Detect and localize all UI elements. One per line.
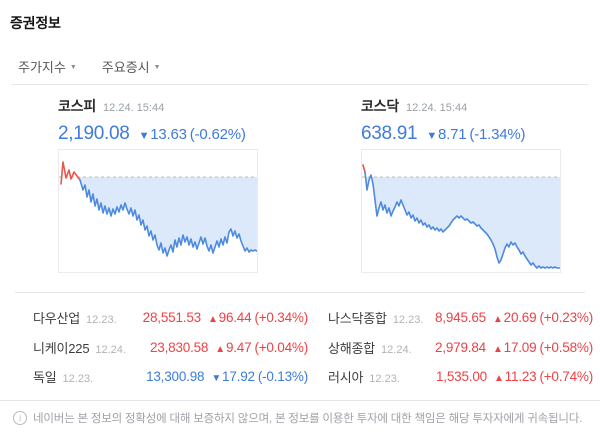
index-value: 13,300.98 bbox=[146, 369, 205, 385]
index-change: ▼13.63 (-0.62%) bbox=[139, 126, 246, 143]
row-nasdaq-composite[interactable]: 나스닥종합 12.23. 8,945.65 ▲20.69 (+0.23%) bbox=[328, 303, 593, 333]
index-name[interactable]: 코스닥 bbox=[361, 98, 400, 114]
index-quote: 8,945.65 ▲20.69 (+0.23%) bbox=[435, 310, 593, 325]
kospi-sparkline-chart[interactable] bbox=[58, 149, 258, 273]
index-value: 2,190.08 bbox=[58, 123, 130, 144]
index-date: 12.23. bbox=[369, 373, 400, 386]
index-name: 독일 bbox=[33, 370, 57, 386]
index-date: 12.23. bbox=[62, 373, 94, 386]
change-percent: (+0.58%) bbox=[539, 339, 593, 355]
change-amount: 17.92 bbox=[222, 369, 255, 385]
up-arrow-icon: ▲ bbox=[493, 373, 504, 385]
down-arrow-icon: ▼ bbox=[426, 130, 438, 142]
change-amount: 11.23 bbox=[504, 369, 537, 385]
change-amount: 17.09 bbox=[503, 339, 537, 355]
index-quote: 1,535.00 ▲11.23 (+0.74%) bbox=[436, 369, 593, 384]
index-date: 12.23. bbox=[86, 314, 117, 327]
index-value: 23,830.58 bbox=[149, 339, 209, 355]
index-change: ▼8.71 (-1.34%) bbox=[426, 126, 525, 143]
change-amount: 20.69 bbox=[503, 310, 537, 326]
change-percent: (+0.74%) bbox=[539, 369, 593, 385]
change-amount: 9.47 bbox=[225, 339, 252, 355]
index-name: 나스닥종합 bbox=[328, 311, 387, 327]
index-label: 니케이225 12.24. bbox=[33, 338, 126, 357]
change-amount: 96.44 bbox=[218, 310, 252, 326]
footer-divider bbox=[0, 400, 600, 401]
index-date: 12.24. bbox=[95, 343, 126, 356]
row-shanghai-composite[interactable]: 상해종합 12.24. 2,979.84 ▲17.09 (+0.58%) bbox=[328, 333, 593, 363]
index-label: 독일 12.23. bbox=[33, 367, 93, 386]
index-value: 28,551.53 bbox=[142, 310, 201, 326]
kospi-header: 코스피 12.24. 15:44 bbox=[58, 96, 258, 116]
up-arrow-icon: ▲ bbox=[492, 343, 503, 355]
index-quote: 2,979.84 ▲17.09 (+0.58%) bbox=[435, 340, 593, 355]
down-arrow-icon: ▼ bbox=[138, 130, 150, 142]
index-name[interactable]: 코스피 bbox=[58, 98, 97, 114]
row-dow-industrial[interactable]: 다우산업 12.23. 28,551.53 ▲96.44 (+0.34%) bbox=[33, 303, 308, 333]
tab-bar: 주가지수 ▼ 주요증시 ▼ bbox=[18, 57, 161, 76]
index-quote: 23,830.58 ▲9.47 (+0.04%) bbox=[150, 340, 308, 355]
index-value: 638.91 bbox=[361, 123, 418, 144]
section-divider bbox=[15, 292, 585, 293]
kospi-panel: 코스피 12.24. 15:44 2,190.08 ▼13.63 (-0.62%) bbox=[58, 96, 258, 273]
change-percent: (+0.23%) bbox=[539, 310, 593, 326]
info-icon: i bbox=[13, 411, 27, 425]
tab-label: 주가지수 bbox=[18, 60, 66, 75]
change-percent: (-0.62%) bbox=[189, 126, 246, 143]
tab-divider bbox=[12, 84, 588, 85]
up-arrow-icon: ▲ bbox=[207, 314, 218, 326]
world-indices-table: 다우산업 12.23. 28,551.53 ▲96.44 (+0.34%) 니케이2… bbox=[33, 303, 593, 392]
down-arrow-icon: ▼ bbox=[211, 373, 222, 385]
change-amount: 8.71 bbox=[438, 126, 467, 143]
change-percent: (+0.04%) bbox=[254, 339, 308, 355]
index-name: 상해종합 bbox=[328, 340, 376, 356]
index-datetime: 12.24. 15:44 bbox=[103, 102, 165, 114]
index-quote: 28,551.53 ▲96.44 (+0.34%) bbox=[142, 310, 309, 326]
chevron-down-icon: ▼ bbox=[153, 64, 161, 71]
row-germany[interactable]: 독일 12.23. 13,300.98 ▼17.92 (-0.13%) bbox=[33, 362, 308, 392]
tab-stock-index[interactable]: 주가지수 ▼ bbox=[18, 57, 77, 76]
index-label: 나스닥종합 12.23. bbox=[328, 308, 423, 327]
kosdaq-panel: 코스닥 12.24. 15:44 638.91 ▼8.71 (-1.34%) bbox=[361, 96, 561, 273]
kospi-quote: 2,190.08 ▼13.63 (-0.62%) bbox=[58, 123, 258, 145]
change-percent: (-1.34%) bbox=[469, 126, 526, 143]
index-value: 1,535.00 bbox=[436, 369, 487, 385]
tab-major-markets[interactable]: 주요증시 ▼ bbox=[102, 57, 161, 76]
disclaimer: i 네이버는 본 정보의 정확성에 대해 보증하지 않으며, 본 정보를 이용한… bbox=[13, 410, 582, 426]
index-date: 12.24. bbox=[381, 343, 412, 356]
index-value: 8,945.65 bbox=[434, 310, 486, 326]
up-arrow-icon: ▲ bbox=[492, 314, 503, 326]
up-arrow-icon: ▲ bbox=[215, 343, 225, 355]
kosdaq-header: 코스닥 12.24. 15:44 bbox=[361, 96, 561, 116]
index-quote: 13,300.98 ▼17.92 (-0.13%) bbox=[146, 369, 308, 384]
index-label: 상해종합 12.24. bbox=[328, 338, 412, 357]
index-label: 다우산업 12.23. bbox=[33, 308, 117, 327]
change-amount: 13.63 bbox=[150, 126, 187, 143]
kosdaq-quote: 638.91 ▼8.71 (-1.34%) bbox=[361, 123, 561, 145]
disclaimer-text: 네이버는 본 정보의 정확성에 대해 보증하지 않으며, 본 정보를 이용한 투… bbox=[33, 413, 583, 425]
page-title: 증권정보 bbox=[10, 15, 61, 31]
row-russia[interactable]: 러시아 12.23. 1,535.00 ▲11.23 (+0.74%) bbox=[328, 362, 593, 392]
index-name: 다우산업 bbox=[33, 311, 81, 327]
index-date: 12.23. bbox=[392, 314, 424, 327]
index-label: 러시아 12.23. bbox=[328, 367, 400, 386]
index-name: 러시아 bbox=[328, 370, 364, 386]
change-percent: (-0.13%) bbox=[257, 369, 308, 385]
kosdaq-sparkline-chart[interactable] bbox=[361, 149, 561, 273]
chevron-down-icon: ▼ bbox=[69, 64, 77, 71]
tab-label: 주요증시 bbox=[101, 60, 150, 75]
change-percent: (+0.34%) bbox=[254, 310, 308, 326]
index-name: 니케이225 bbox=[33, 340, 90, 356]
row-nikkei-225[interactable]: 니케이225 12.24. 23,830.58 ▲9.47 (+0.04%) bbox=[33, 333, 308, 363]
index-datetime: 12.24. 15:44 bbox=[406, 102, 468, 114]
index-value: 2,979.84 bbox=[434, 339, 486, 355]
